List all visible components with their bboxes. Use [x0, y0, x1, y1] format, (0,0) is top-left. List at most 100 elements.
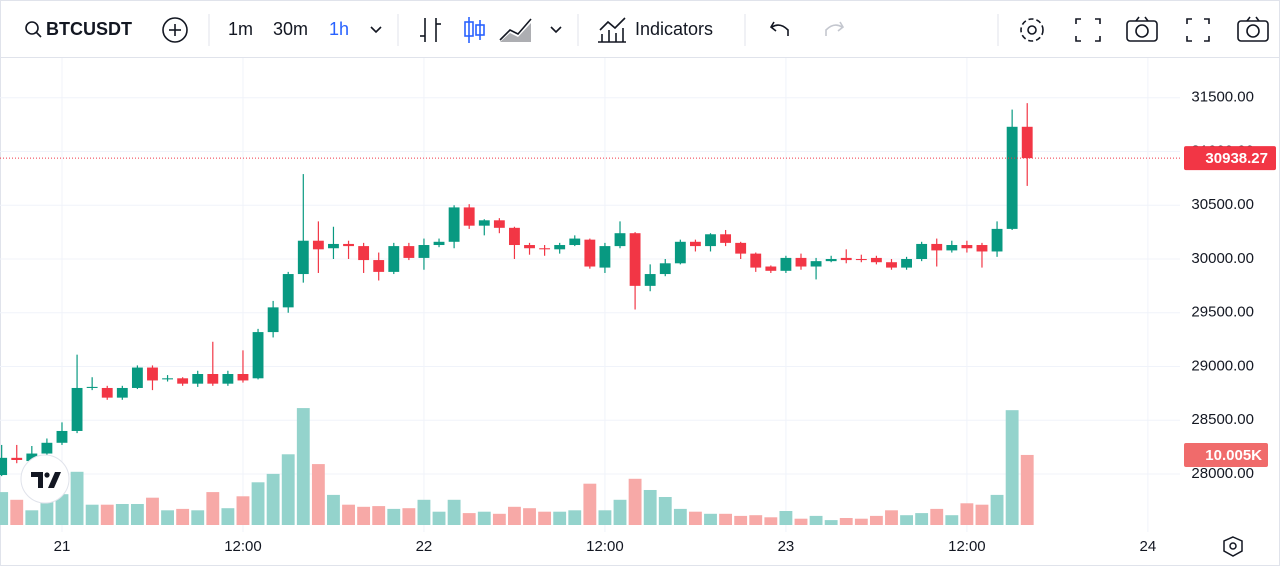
- candle-body: [418, 245, 430, 258]
- volume-bar: [462, 513, 476, 525]
- candle-body: [810, 261, 822, 267]
- candle-body: [720, 234, 732, 243]
- volume-bar: [100, 504, 114, 525]
- y-tick-label: 28000.00: [1191, 465, 1254, 482]
- candle-body: [192, 374, 204, 384]
- bars-icon[interactable]: [420, 18, 441, 42]
- candle-body: [961, 245, 973, 249]
- candle-body: [237, 374, 249, 381]
- candle-body: [780, 257, 792, 271]
- candle-body: [674, 241, 686, 264]
- dropdown[interactable]: [370, 26, 382, 34]
- interval[interactable]: 1m: [228, 19, 253, 39]
- volume-bar: [688, 511, 702, 525]
- candle-body: [901, 258, 912, 268]
- candle-body: [629, 233, 641, 286]
- candle-body: [825, 258, 837, 262]
- candle-body: [1021, 126, 1033, 159]
- volume-bar: [191, 510, 205, 525]
- candles-icon[interactable]: [464, 17, 485, 43]
- logo-dot: [44, 472, 50, 478]
- volume-bar: [628, 478, 642, 525]
- volume-bar: [206, 492, 220, 525]
- snapshot[interactable]: [1126, 16, 1158, 42]
- candle-body: [539, 248, 551, 250]
- logo-circle: [20, 454, 70, 504]
- candle-body: [554, 245, 566, 250]
- candle-body: [222, 374, 234, 384]
- last-price-label: 30938.27: [1205, 150, 1268, 167]
- volume-bar: [357, 506, 371, 525]
- volume-bar: [779, 510, 793, 525]
- volume-bar: [658, 496, 672, 525]
- volume-bar: [794, 518, 808, 525]
- volume-bar: [115, 503, 129, 525]
- candle-body: [463, 207, 475, 226]
- candle-body: [765, 266, 777, 271]
- toolbar: BTCUSDT 1m 30m 1h Indicators: [0, 0, 1280, 58]
- volume-bar: [900, 515, 913, 525]
- fullscreen[interactable]: [1186, 18, 1210, 42]
- volume-bar: [161, 510, 174, 525]
- volume-bar: [40, 501, 54, 525]
- volume-bar: [975, 504, 989, 525]
- volume-bar: [583, 483, 597, 525]
- compare-button[interactable]: [162, 17, 188, 43]
- indicators[interactable]: Indicators: [635, 19, 713, 39]
- candle-body: [750, 253, 762, 268]
- volume-label: 10.005K: [1205, 447, 1262, 464]
- undo[interactable]: [771, 24, 789, 36]
- candle-body: [614, 233, 626, 247]
- y-tick-label: 31500.00: [1191, 89, 1254, 106]
- candle-body: [916, 243, 928, 259]
- x-tick-label: 24: [1140, 538, 1157, 555]
- candle-body: [478, 220, 490, 226]
- interval-active[interactable]: 1h: [329, 19, 349, 39]
- candle-body: [0, 457, 8, 476]
- area-icon[interactable]: [499, 18, 532, 42]
- candle-body: [297, 240, 309, 275]
- interval[interactable]: 30m: [273, 19, 308, 39]
- volume-bar: [492, 513, 506, 525]
- candle-body: [509, 227, 520, 246]
- candle-body: [373, 260, 385, 272]
- volume-bar: [146, 497, 159, 525]
- volume-bar: [839, 517, 853, 525]
- candle-body: [41, 442, 53, 454]
- axis-settings[interactable]: [1223, 536, 1243, 557]
- symbol[interactable]: BTCUSDT: [46, 19, 132, 39]
- volume-bar: [809, 515, 823, 525]
- volume-bar: [55, 494, 69, 525]
- candle-body: [870, 257, 882, 263]
- logo: [20, 454, 70, 504]
- volume-bar: [824, 520, 838, 525]
- candle-body: [855, 258, 867, 261]
- volume-bar: [945, 515, 959, 525]
- indicators-icon[interactable]: [598, 17, 626, 43]
- candle-body: [177, 378, 189, 384]
- candle-body: [689, 241, 701, 247]
- fullscreen[interactable]: [1075, 18, 1101, 42]
- candle-body: [147, 367, 158, 381]
- candle-body: [56, 430, 68, 443]
- volume-bar: [734, 515, 748, 525]
- volume-bar: [327, 494, 340, 525]
- candle-body: [101, 387, 113, 398]
- candle-body: [705, 234, 716, 247]
- candle-body: [976, 245, 988, 252]
- volume-bar: [854, 518, 868, 525]
- candle-body: [252, 332, 264, 379]
- candle-body: [403, 246, 415, 258]
- dropdown[interactable]: [550, 26, 562, 34]
- search-icon[interactable]: [25, 21, 42, 38]
- volume-bar: [764, 517, 778, 525]
- redo[interactable]: [825, 24, 843, 36]
- volume-bar: [869, 515, 883, 525]
- y-tick-label: 28500.00: [1191, 411, 1254, 428]
- settings[interactable]: [1020, 18, 1044, 42]
- y-tick-label: 30500.00: [1191, 196, 1254, 213]
- last-price-box: [1184, 146, 1276, 171]
- snapshot[interactable]: [1237, 16, 1269, 42]
- candle-body: [931, 243, 943, 251]
- volume-bar: [342, 504, 355, 525]
